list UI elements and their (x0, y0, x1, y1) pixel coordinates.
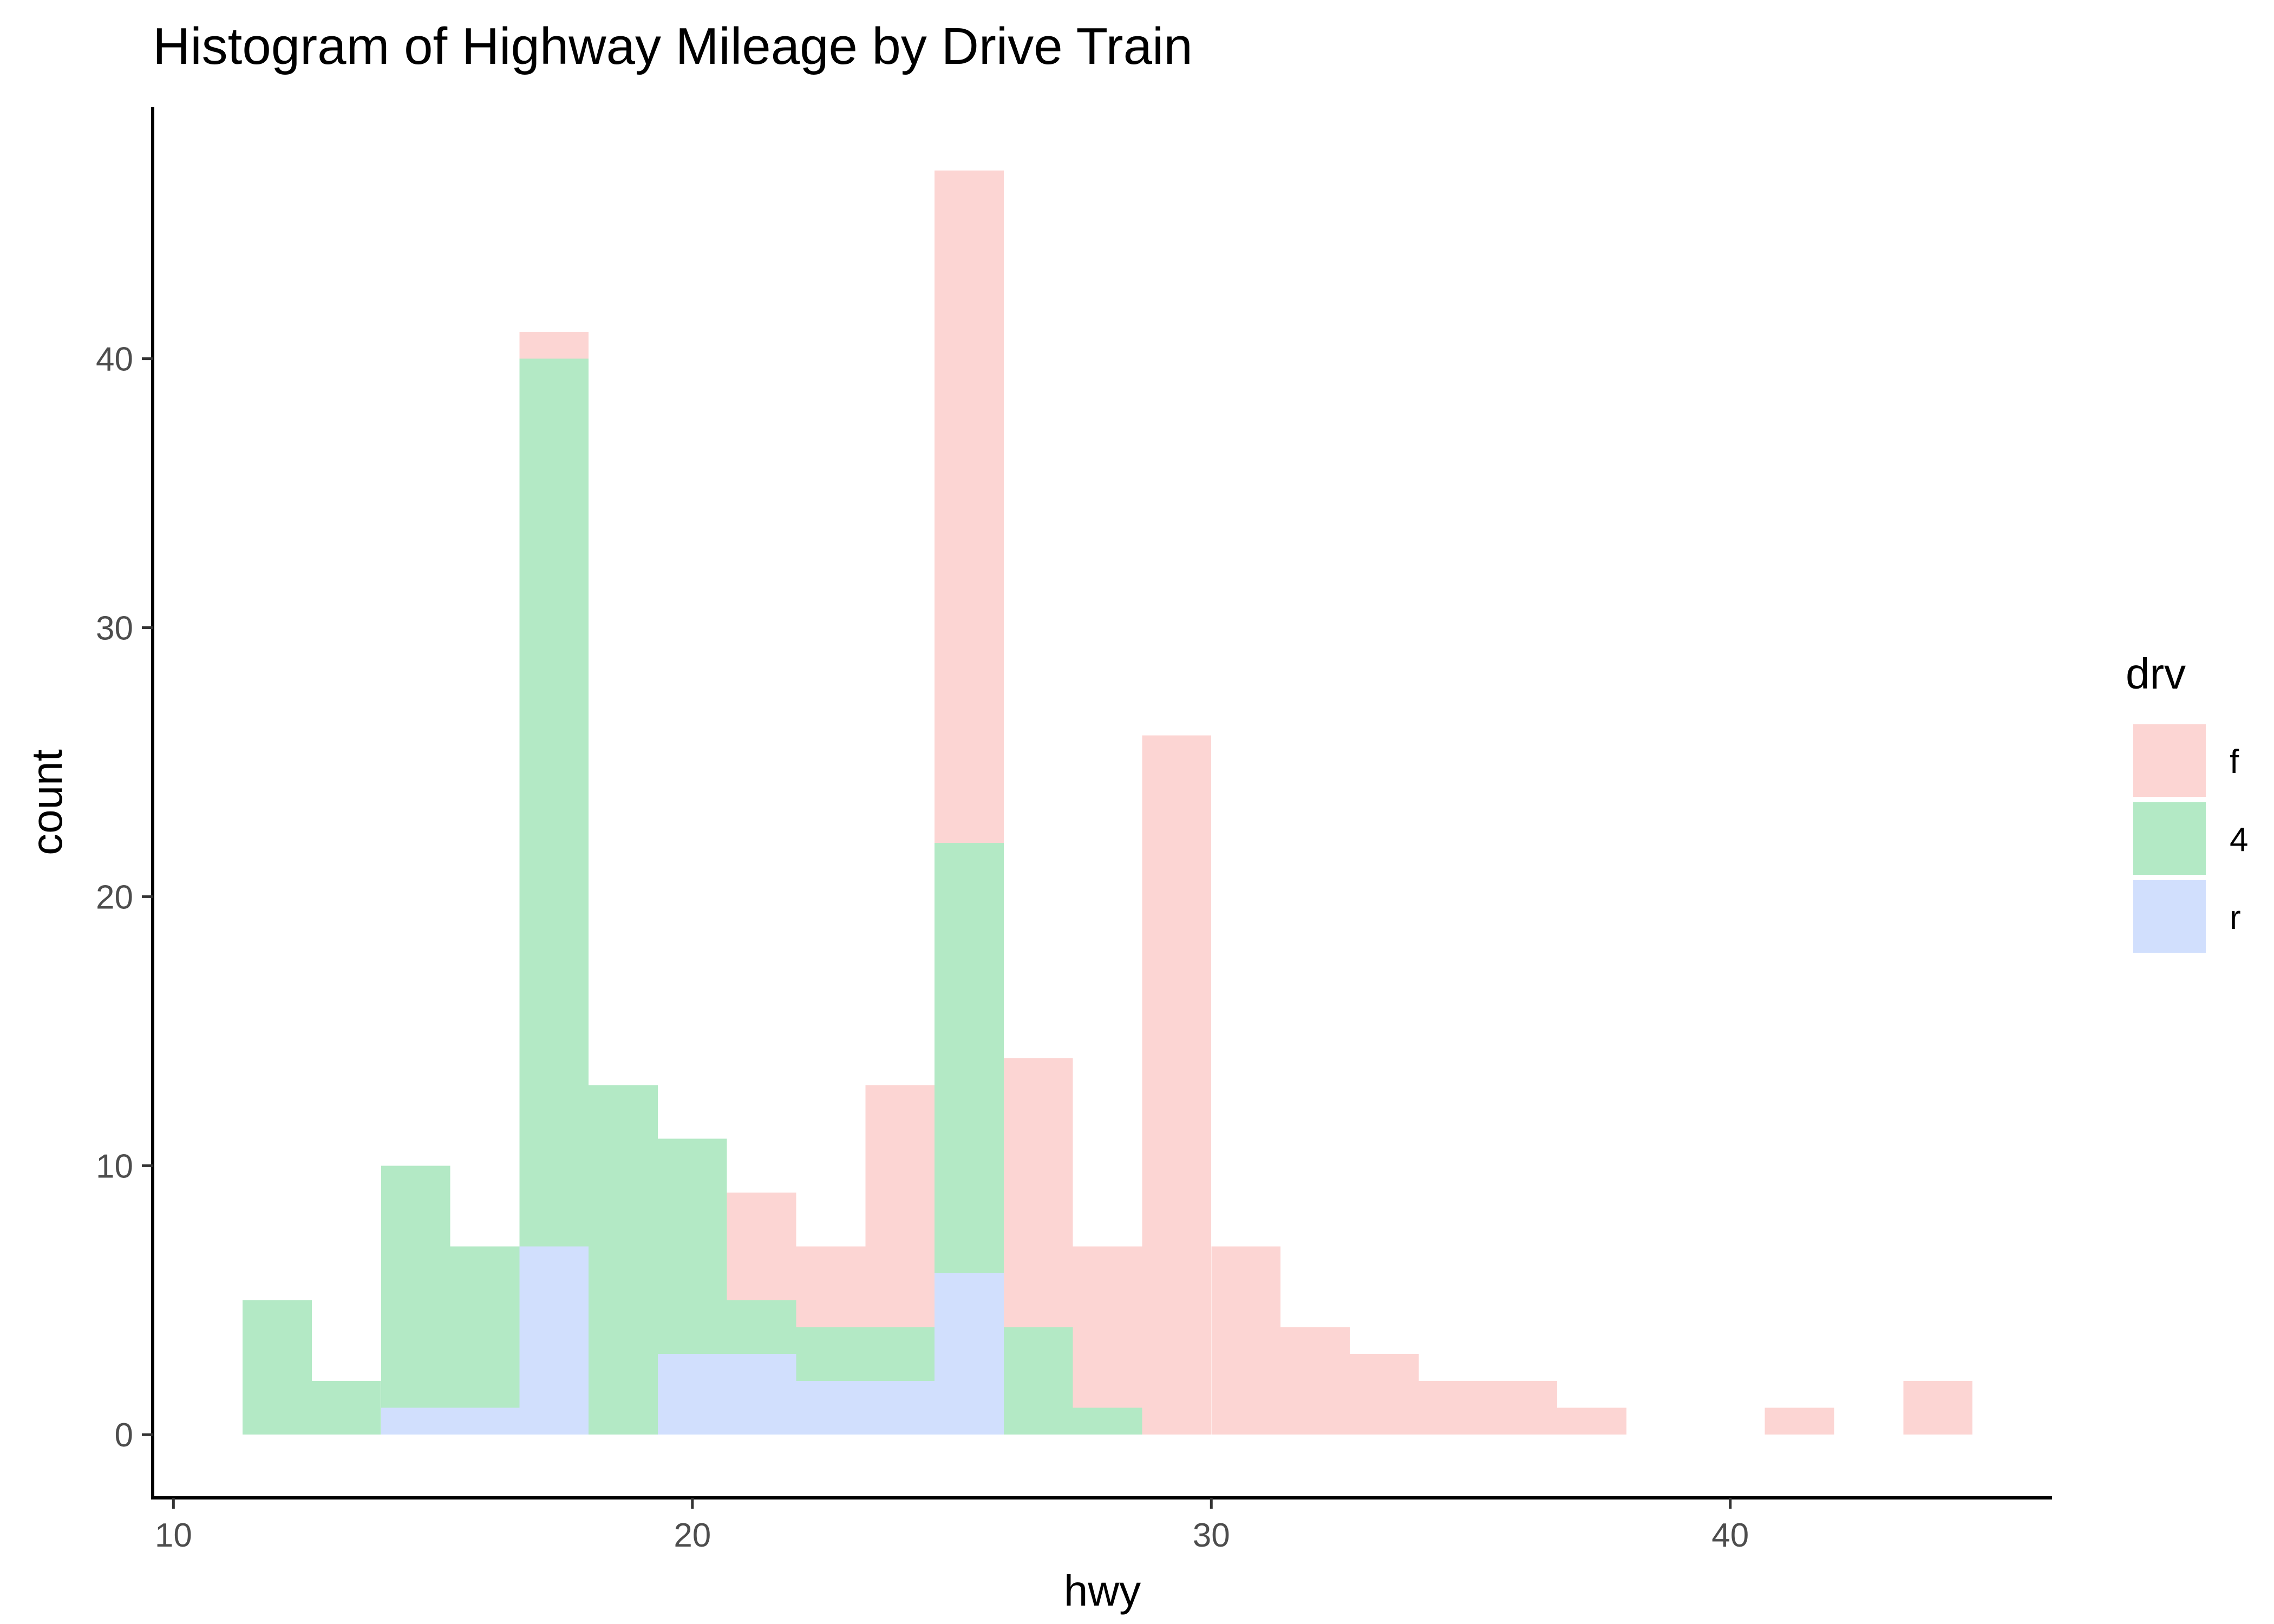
bar-r-bin-6 (657, 1354, 727, 1435)
y-axis-ticks: 0 10 20 30 40 (96, 341, 153, 1454)
bar-f-bin-15 (1280, 1327, 1350, 1435)
legend: drv f 4 r (2126, 650, 2248, 953)
bar-f-bin-8 (796, 1246, 866, 1327)
y-tick-label: 40 (96, 341, 133, 378)
bar-4-bin-3 (450, 1246, 520, 1408)
bar-f-bin-24 (1903, 1380, 1973, 1435)
legend-label-r: r (2230, 899, 2241, 937)
bar-f-bin-19 (1557, 1407, 1627, 1435)
bar-4-bin-11 (1003, 1327, 1073, 1435)
bar-r-bin-3 (450, 1407, 520, 1435)
x-tick-label: 20 (674, 1517, 711, 1554)
bar-4-bin-4 (519, 358, 589, 1247)
bar-f-bin-22 (1765, 1407, 1834, 1435)
bar-r-bin-2 (381, 1407, 450, 1435)
y-tick-label: 0 (115, 1417, 133, 1454)
bar-f-bin-10 (935, 170, 1004, 843)
bar-r-bin-10 (935, 1273, 1004, 1435)
legend-key-f (2133, 724, 2206, 797)
bar-f-bin-14 (1211, 1246, 1281, 1435)
bar-4-bin-7 (727, 1300, 796, 1354)
histogram-bars (243, 170, 1973, 1435)
bar-r-bin-7 (727, 1354, 796, 1435)
bar-r-bin-4 (519, 1246, 589, 1435)
bar-f-bin-13 (1142, 735, 1212, 1435)
legend-key-r (2133, 880, 2206, 953)
bar-4-bin-0 (243, 1300, 312, 1435)
bar-4-bin-12 (1073, 1407, 1142, 1435)
bar-4-bin-2 (381, 1165, 450, 1408)
bar-f-bin-9 (865, 1085, 935, 1327)
legend-items: f 4 r (2133, 724, 2248, 953)
bar-4-bin-10 (935, 843, 1004, 1274)
legend-key-4 (2133, 802, 2206, 875)
bar-f-bin-4 (519, 331, 589, 359)
legend-title: drv (2126, 650, 2186, 698)
bar-4-bin-1 (311, 1380, 381, 1435)
y-tick-label: 10 (96, 1148, 133, 1185)
y-axis-title: count (23, 749, 71, 855)
x-axis-ticks: 10 20 30 40 (155, 1498, 1749, 1554)
bar-f-bin-18 (1488, 1380, 1558, 1435)
x-tick-label: 30 (1193, 1517, 1230, 1554)
bar-f-bin-16 (1349, 1354, 1419, 1435)
bar-4-bin-6 (657, 1138, 727, 1354)
bar-r-bin-8 (796, 1380, 866, 1435)
bar-f-bin-11 (1003, 1058, 1073, 1327)
x-axis-title: hwy (1064, 1567, 1141, 1615)
bar-4-bin-8 (796, 1327, 866, 1381)
bar-f-bin-17 (1419, 1380, 1488, 1435)
bar-4-bin-9 (865, 1327, 935, 1381)
bar-f-bin-12 (1073, 1246, 1142, 1408)
y-tick-label: 20 (96, 879, 133, 916)
y-tick-label: 30 (96, 610, 133, 647)
legend-label-4: 4 (2230, 821, 2248, 859)
chart-title: Histogram of Highway Mileage by Drive Tr… (153, 17, 1193, 75)
bar-r-bin-9 (865, 1380, 935, 1435)
legend-label-f: f (2230, 743, 2239, 781)
bar-4-bin-5 (589, 1085, 658, 1435)
x-tick-label: 10 (155, 1517, 192, 1554)
bar-f-bin-7 (727, 1193, 796, 1300)
x-tick-label: 40 (1711, 1517, 1749, 1554)
